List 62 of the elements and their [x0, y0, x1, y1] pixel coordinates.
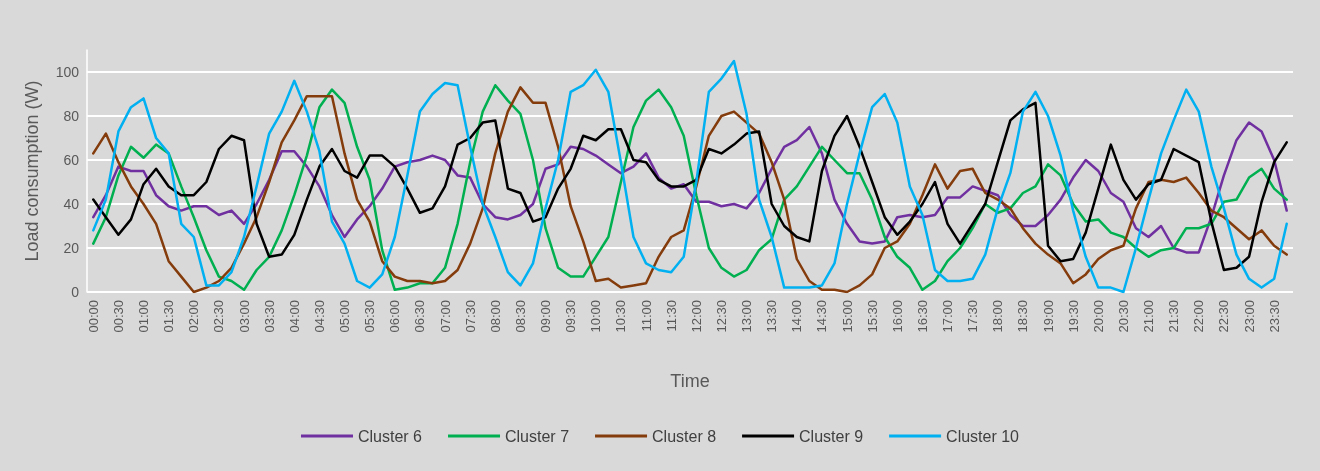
x-tick-label: 18:30	[1015, 300, 1031, 333]
x-tick-label: 06:30	[412, 300, 428, 333]
x-tick-label: 09:00	[538, 300, 554, 333]
x-tick-label: 00:00	[85, 300, 101, 333]
x-tick-label: 23:30	[1266, 300, 1282, 333]
y-tick-label: 0	[71, 284, 80, 300]
x-tick-label: 01:30	[161, 300, 177, 333]
x-tick-label: 14:30	[814, 300, 830, 333]
legend-label: Cluster 7	[505, 427, 570, 445]
x-tick-label: 08:30	[512, 300, 528, 333]
x-tick-label: 00:30	[110, 300, 126, 333]
x-tick-label: 13:00	[739, 300, 755, 333]
x-axis-title: Time	[670, 371, 710, 391]
y-tick-label: 20	[63, 240, 80, 256]
x-tick-label: 04:00	[286, 300, 302, 333]
x-tick-label: 22:00	[1191, 300, 1207, 333]
x-tick-label: 12:00	[688, 300, 704, 333]
y-axis-title: Load consumption (W)	[22, 80, 42, 262]
x-tick-label: 18:00	[990, 300, 1006, 333]
x-tick-label: 16:30	[914, 300, 930, 333]
x-tick-label: 07:30	[462, 300, 478, 333]
x-tick-label: 04:30	[311, 300, 327, 333]
x-tick-label: 11:00	[638, 300, 654, 332]
x-tick-label: 03:00	[236, 300, 252, 333]
legend-label: Cluster 6	[357, 427, 423, 445]
legend-label: Cluster 8	[652, 427, 717, 445]
x-tick-label: 15:00	[839, 300, 855, 333]
x-tick-label: 02:30	[211, 300, 227, 333]
x-tick-label: 12:30	[713, 300, 729, 333]
x-tick-label: 20:00	[1090, 300, 1106, 333]
x-tick-label: 11:30	[663, 300, 679, 332]
x-tick-label: 07:00	[437, 300, 453, 333]
x-tick-label: 02:00	[186, 300, 202, 333]
y-tick-label: 80	[63, 108, 80, 124]
line-series	[92, 101, 1288, 272]
x-tick-label: 17:00	[940, 300, 956, 333]
x-tick-label: 15:30	[864, 300, 880, 333]
x-tick-label: 20:30	[1115, 300, 1131, 333]
x-tick-label: 13:30	[764, 300, 780, 333]
x-tick-label: 14:00	[789, 300, 805, 333]
x-tick-label: 08:00	[487, 300, 503, 333]
x-tick-label: 06:00	[387, 300, 403, 333]
x-tick-label: 10:00	[588, 300, 604, 333]
x-tick-label: 17:30	[965, 300, 981, 333]
x-tick-label: 09:30	[563, 300, 579, 333]
legend-label: Cluster 10	[946, 427, 1020, 445]
x-tick-label: 19:00	[1040, 300, 1056, 333]
x-tick-label: 21:30	[1166, 300, 1182, 333]
x-tick-label: 16:00	[889, 300, 905, 333]
y-tick-label: 60	[63, 152, 80, 168]
legend-label: Cluster 9	[799, 427, 864, 445]
y-tick-label: 100	[55, 64, 80, 80]
x-tick-label: 05:00	[337, 300, 353, 333]
x-tick-label: 22:30	[1216, 300, 1232, 333]
x-tick-label: 19:30	[1065, 300, 1081, 333]
x-tick-label: 05:30	[362, 300, 378, 333]
x-tick-label: 01:00	[136, 300, 152, 333]
y-tick-label: 40	[63, 196, 80, 212]
x-tick-label: 10:30	[613, 300, 629, 333]
x-tick-label: 03:30	[261, 300, 277, 333]
x-tick-label: 23:00	[1241, 300, 1257, 333]
x-tick-label: 21:00	[1141, 300, 1157, 333]
